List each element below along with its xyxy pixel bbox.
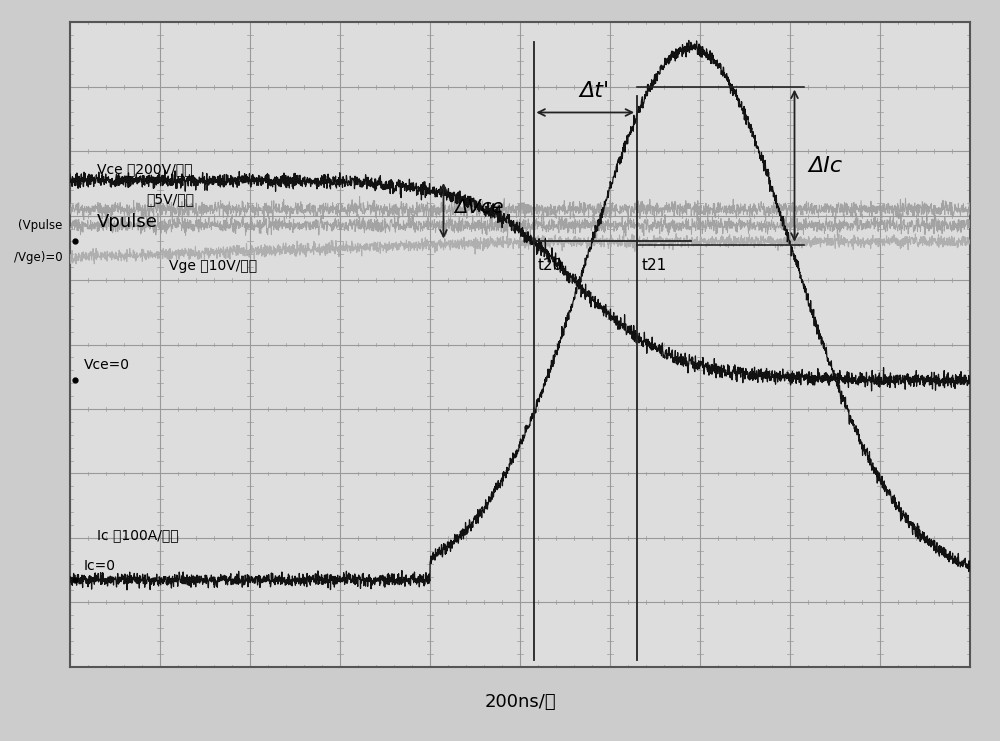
Text: ΔVce: ΔVce bbox=[454, 198, 504, 217]
Text: Vce=0: Vce=0 bbox=[84, 359, 130, 372]
Text: t21: t21 bbox=[642, 258, 667, 273]
Text: （5V/格）: （5V/格） bbox=[146, 193, 194, 207]
Text: ΔIc: ΔIc bbox=[808, 156, 842, 176]
Text: 200ns/格: 200ns/格 bbox=[484, 694, 556, 711]
Text: t20: t20 bbox=[538, 258, 563, 273]
Text: /Vge)=0: /Vge)=0 bbox=[14, 251, 63, 264]
Text: Ic （100A/格）: Ic （100A/格） bbox=[97, 528, 179, 542]
Text: Ic=0: Ic=0 bbox=[84, 559, 116, 574]
Text: Δt': Δt' bbox=[579, 81, 609, 101]
Text: (Vpulse: (Vpulse bbox=[18, 219, 63, 232]
Text: Vce （200V/格）: Vce （200V/格） bbox=[97, 162, 192, 176]
Text: Vpulse: Vpulse bbox=[97, 213, 158, 231]
Text: Vge （10V/格）: Vge （10V/格） bbox=[169, 259, 257, 273]
